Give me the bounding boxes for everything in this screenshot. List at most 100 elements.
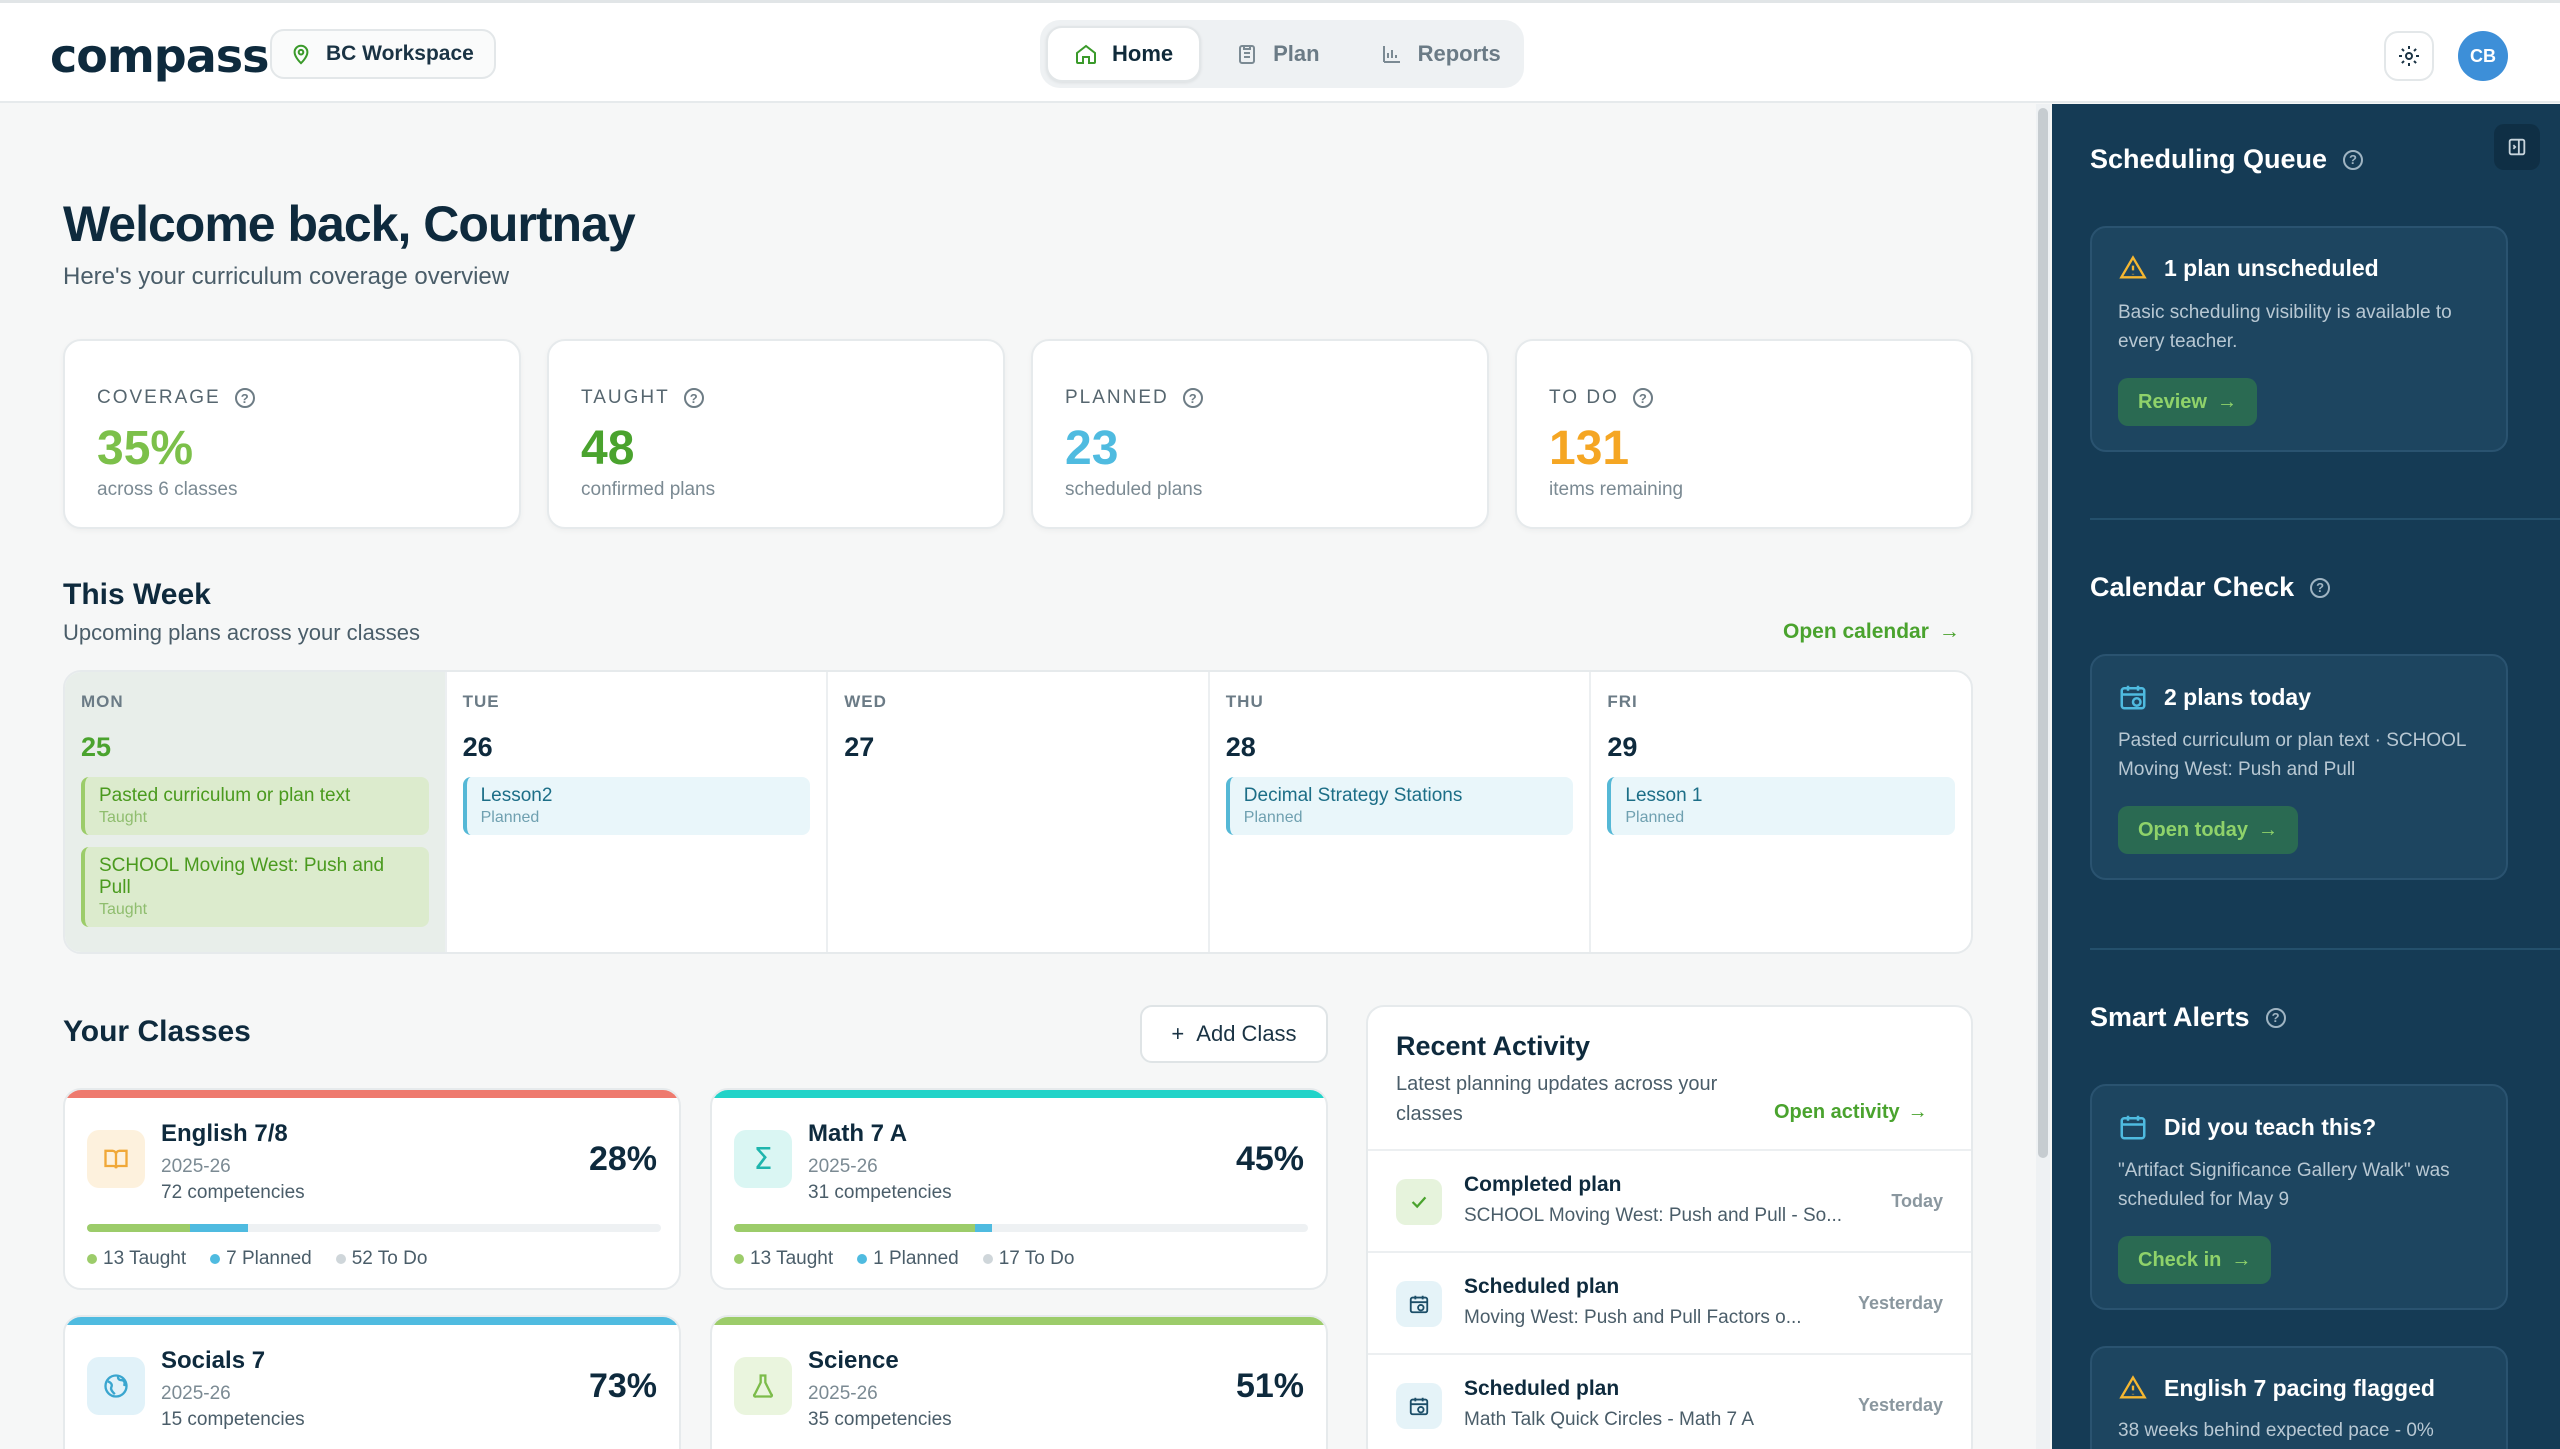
event-status: Taught (99, 901, 148, 918)
workspace-selector[interactable]: BC Workspace (270, 29, 496, 79)
review-button[interactable]: Review → (2118, 378, 2257, 426)
class-competencies: 72 competencies (161, 1182, 305, 1203)
calendar-check-card-title: 2 plans today (2164, 683, 2311, 710)
right-panel: Scheduling Queue ? 1 plan unscheduled Ba… (2052, 104, 2560, 1449)
help-icon[interactable]: ? (234, 388, 255, 408)
stat-label: COVERAGE (97, 387, 221, 408)
open-today-button[interactable]: Open today → (2118, 806, 2299, 854)
classes-title: Your Classes (63, 1015, 251, 1048)
open-activity-link[interactable]: Open activity → (1774, 1101, 1928, 1124)
help-icon[interactable]: ? (1632, 388, 1653, 408)
planned-count: 1 Planned (873, 1248, 959, 1269)
globe-icon (87, 1357, 145, 1415)
smart-alerts-title-text: Smart Alerts (2090, 1002, 2250, 1032)
day-column-thu[interactable]: THU 28 Decimal Strategy Stations Planned (1210, 672, 1592, 952)
class-coverage: 28% (588, 1140, 657, 1178)
help-icon[interactable]: ? (2310, 577, 2331, 598)
activity-title: Recent Activity (1396, 1031, 1591, 1061)
stat-card-taught: TAUGHT? 48 confirmed plans (547, 339, 1005, 529)
event-title: Lesson2 (480, 785, 553, 806)
day-column-tue[interactable]: TUE 26 Lesson2 Planned (447, 672, 829, 952)
check-in-label: Check in (2138, 1248, 2222, 1271)
class-year: 2025-26 (808, 1383, 878, 1404)
activity-row-title: Scheduled plan (1464, 1377, 1620, 1400)
week-title: This Week (63, 578, 211, 611)
calendar-check-card: 2 plans today Pasted curriculum or plan … (2090, 654, 2508, 880)
taught-count: 13 Taught (103, 1248, 187, 1269)
day-column-fri[interactable]: FRI 29 Lesson 1 Planned (1591, 672, 1971, 952)
calendar-check-card-text: Pasted curriculum or plan text · SCHOOL … (2118, 730, 2466, 780)
event-status: Planned (1625, 809, 1685, 826)
class-card-socials[interactable]: Socials 7 2025-26 15 competencies 73% (63, 1315, 681, 1449)
help-icon[interactable]: ? (1182, 388, 1203, 408)
avatar[interactable]: CB (2458, 31, 2508, 81)
calendar-clock-icon (1396, 1281, 1442, 1327)
plus-icon: + (1171, 1021, 1185, 1046)
planned-fill (190, 1224, 248, 1232)
activity-row[interactable]: Completed plan SCHOOL Moving West: Push … (1368, 1149, 1971, 1251)
stat-value: 23 (1065, 422, 1119, 475)
calendar-event[interactable]: Pasted curriculum or plan text Taught (81, 777, 429, 835)
scrollbar-thumb[interactable] (2038, 108, 2048, 1158)
class-coverage: 51% (1235, 1367, 1304, 1405)
activity-subtitle: Latest planning updates across your clas… (1396, 1073, 1718, 1125)
day-number: 25 (81, 732, 112, 762)
day-name: THU (1225, 692, 1264, 711)
help-icon[interactable]: ? (2265, 1007, 2286, 1028)
add-class-label: Add Class (1196, 1021, 1297, 1046)
class-accent-stripe (712, 1317, 1326, 1325)
calendar-clock-icon (1396, 1383, 1442, 1429)
activity-row-time: Yesterday (1857, 1293, 1943, 1313)
calendar-event[interactable]: Lesson2 Planned (462, 777, 811, 835)
class-card-math[interactable]: Σ Math 7 A 2025-26 31 competencies 45% 1… (710, 1088, 1328, 1290)
class-accent-stripe (712, 1090, 1326, 1098)
arrow-right-icon: → (2216, 390, 2237, 413)
calendar-check-title: Calendar Check ? (2090, 572, 2331, 603)
collapse-panel-button[interactable] (2494, 124, 2540, 170)
calendar-event[interactable]: Lesson 1 Planned (1607, 777, 1955, 835)
activity-row-desc: SCHOOL Moving West: Push and Pull - So..… (1464, 1205, 1843, 1226)
main-scrollbar[interactable] (2036, 104, 2050, 1449)
activity-row-desc: Math Talk Quick Circles - Math 7 A (1464, 1409, 1755, 1430)
arrow-right-icon: → (2258, 818, 2279, 841)
nav-reports[interactable]: Reports (1354, 26, 1527, 82)
nav-reports-label: Reports (1417, 41, 1501, 66)
class-card-science[interactable]: Science 2025-26 35 competencies 51% (710, 1315, 1328, 1449)
calendar-event[interactable]: SCHOOL Moving West: Push and Pull Taught (81, 847, 429, 927)
open-calendar-link[interactable]: Open calendar → (1783, 620, 1960, 644)
add-class-button[interactable]: + Add Class (1140, 1005, 1328, 1063)
stat-label: TO DO (1549, 387, 1619, 408)
help-icon[interactable]: ? (683, 388, 704, 408)
alert-card-teach: Did you teach this? "Artifact Significan… (2090, 1084, 2508, 1310)
event-title: SCHOOL Moving West: Push and Pull (99, 855, 385, 898)
divider (2090, 948, 2560, 950)
nav-home-label: Home (1112, 41, 1174, 66)
check-in-button[interactable]: Check in → (2118, 1236, 2272, 1284)
day-number: 27 (844, 732, 875, 762)
class-legend: 13 Taught 7 Planned 52 To Do (87, 1248, 427, 1270)
alert-card-title: Did you teach this? (2164, 1113, 2377, 1140)
planned-fill (975, 1224, 993, 1232)
nav-plan[interactable]: Plan (1209, 26, 1345, 82)
class-competencies: 35 competencies (808, 1409, 952, 1430)
nav-home[interactable]: Home (1046, 26, 1202, 82)
class-competencies: 15 competencies (161, 1409, 305, 1430)
activity-row[interactable]: Scheduled plan Math Talk Quick Circles -… (1368, 1353, 1971, 1449)
day-column-wed[interactable]: WED 27 (828, 672, 1210, 952)
day-column-mon[interactable]: MON 25 Pasted curriculum or plan text Ta… (65, 672, 447, 952)
class-legend: 13 Taught 1 Planned 17 To Do (734, 1248, 1074, 1270)
sigma-icon: Σ (734, 1130, 792, 1188)
activity-row[interactable]: Scheduled plan Moving West: Push and Pul… (1368, 1251, 1971, 1353)
calendar-event[interactable]: Decimal Strategy Stations Planned (1225, 777, 1574, 835)
arrow-right-icon: → (1907, 1101, 1928, 1123)
settings-button[interactable] (2384, 31, 2434, 81)
help-icon[interactable]: ? (2343, 149, 2364, 170)
calendar-clock-icon (2120, 685, 2146, 710)
workspace-label: BC Workspace (326, 42, 474, 65)
class-name: Math 7 A (808, 1120, 908, 1147)
activity-row-title: Scheduled plan (1464, 1275, 1620, 1298)
day-number: 28 (1225, 732, 1256, 762)
logo[interactable]: compass (50, 29, 270, 83)
taught-count: 13 Taught (750, 1248, 834, 1269)
class-card-english[interactable]: English 7/8 2025-26 72 competencies 28% … (63, 1088, 681, 1290)
